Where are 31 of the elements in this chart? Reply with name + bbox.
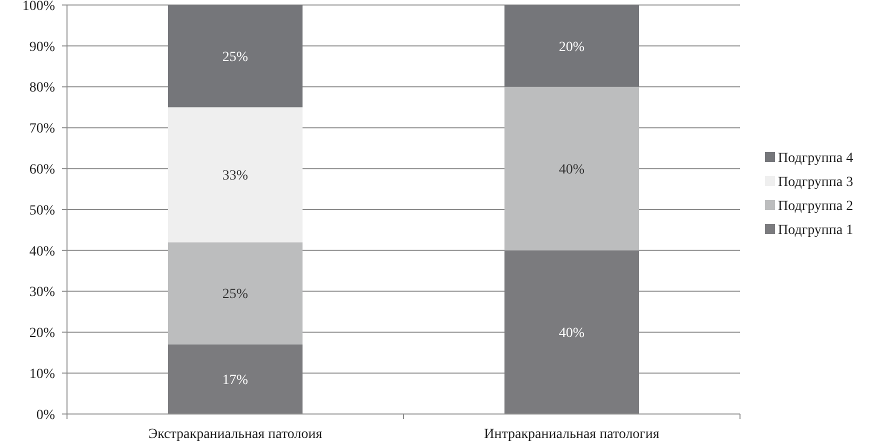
data-label: 17%	[222, 373, 248, 388]
x-tick-label: Интракраниальная патология	[484, 427, 660, 442]
x-tick-label: Экстракраниальная патолоия	[148, 427, 323, 442]
bar	[168, 107, 303, 242]
bar	[168, 5, 303, 108]
data-label: 33%	[222, 168, 248, 184]
y-tick-label: 60%	[29, 162, 56, 178]
bar	[504, 5, 640, 87]
data-label: 20%	[558, 40, 585, 55]
legend-label: Подгруппа 4	[778, 150, 854, 166]
bar	[504, 86, 640, 250]
data-label: 25%	[222, 287, 248, 302]
y-tick-label: 100%	[22, 0, 56, 14]
y-tick-label: 20%	[29, 326, 56, 342]
y-tick-label: 10%	[29, 367, 56, 382]
bar	[168, 344, 303, 414]
data-label: 40%	[558, 326, 585, 342]
y-tick-label: 90%	[29, 40, 56, 55]
y-tick-label: 0%	[36, 408, 56, 423]
y-tick-label: 50%	[29, 203, 56, 218]
y-tick-label: 30%	[29, 285, 56, 300]
legend-label: Подгруппа 2	[778, 198, 854, 214]
data-label: 40%	[558, 162, 585, 178]
y-tick-label: 40%	[29, 244, 56, 260]
data-label: 25%	[222, 50, 248, 66]
legend-label: Подгруппа 3	[778, 174, 854, 190]
y-tick-label: 80%	[29, 80, 56, 96]
bar	[168, 242, 303, 344]
bar	[504, 250, 640, 414]
y-tick-label: 70%	[29, 122, 56, 137]
legend-label: Подгруппа 1	[778, 222, 854, 238]
